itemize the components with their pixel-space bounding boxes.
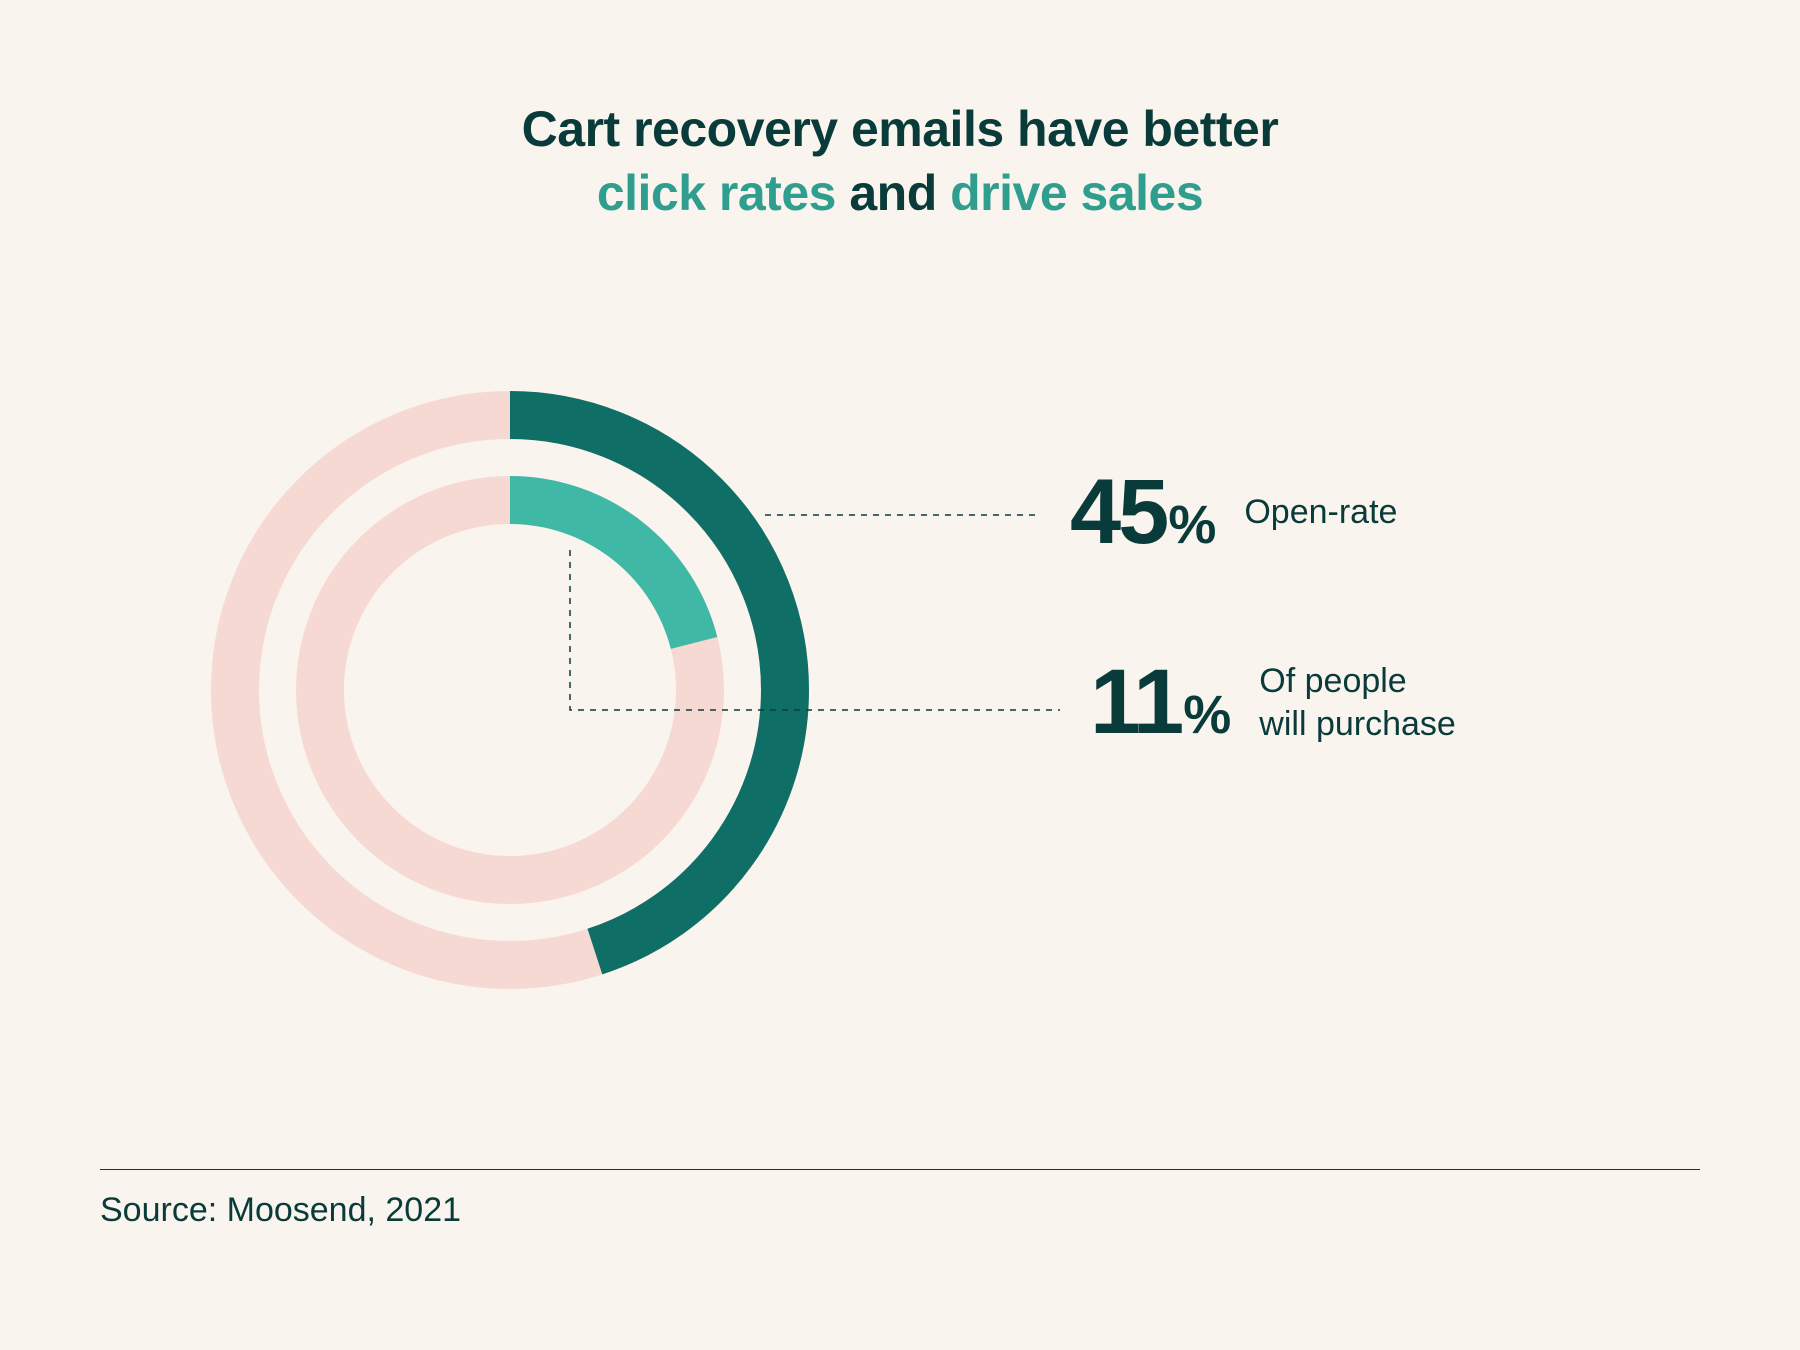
percent-icon: % — [1168, 494, 1216, 556]
stat-open-rate-value: 45 % — [1070, 460, 1216, 565]
stat-purchase-number: 11 — [1090, 650, 1181, 755]
title-accent-1: click rates — [597, 165, 836, 221]
title-accent-2: drive sales — [950, 165, 1203, 221]
title-line-2: click rates and drive sales — [0, 164, 1800, 222]
stat-open-rate: 45 % Open-rate — [1070, 460, 1397, 565]
stat-purchase-value: 11 % — [1090, 650, 1231, 755]
source-citation: Source: Moosend, 2021 — [100, 1191, 461, 1230]
stat-purchase-label-line2: will purchase — [1259, 705, 1456, 743]
stat-purchase-label: Of people will purchase — [1259, 660, 1456, 745]
donut-svg — [200, 380, 820, 1000]
donut-chart — [200, 380, 820, 1000]
stat-purchase-label-line1: Of people — [1259, 662, 1406, 700]
stat-open-rate-number: 45 — [1070, 460, 1166, 565]
title-line-1: Cart recovery emails have better — [0, 100, 1800, 158]
percent-icon: % — [1183, 684, 1231, 746]
title-middle: and — [836, 165, 950, 221]
stat-open-rate-label: Open-rate — [1244, 491, 1397, 534]
chart-title: Cart recovery emails have better click r… — [0, 100, 1800, 222]
footer-divider — [100, 1169, 1700, 1170]
stat-purchase: 11 % Of people will purchase — [1090, 650, 1456, 755]
